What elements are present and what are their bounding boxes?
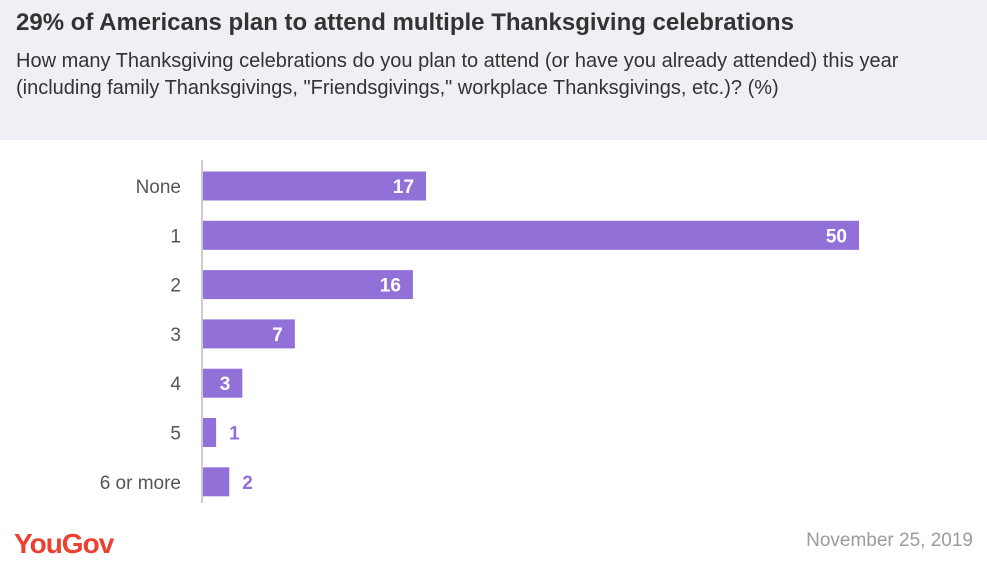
bar [203, 319, 295, 349]
bar [203, 171, 427, 201]
category-label: None [136, 177, 181, 198]
bar-value-label: 16 [380, 276, 401, 297]
chart-title: 29% of Americans plan to attend multiple… [16, 9, 794, 36]
bar-value-label: 7 [272, 325, 283, 346]
category-label: 2 [170, 276, 181, 297]
category-label: 6 or more [100, 473, 181, 494]
category-label: 3 [170, 325, 181, 346]
category-label: 5 [170, 424, 181, 445]
bar [203, 270, 413, 300]
bar [203, 368, 243, 398]
publish-date: November 25, 2019 [806, 530, 973, 551]
bar-value-label: 50 [826, 226, 847, 247]
bar-value-label: 1 [229, 424, 240, 445]
bar-value-label: 3 [220, 374, 231, 395]
bar-value-label: 17 [393, 177, 414, 198]
header-band: 29% of Americans plan to attend multiple… [0, 0, 987, 140]
bar [203, 467, 230, 497]
category-label: 1 [170, 226, 181, 247]
bar-value-label: 2 [242, 473, 253, 494]
bar [203, 220, 859, 250]
category-label: 4 [170, 374, 181, 395]
bar [203, 418, 217, 447]
yougov-logo: YouGov [14, 528, 114, 559]
chart-subtitle: How many Thanksgiving celebrations do yo… [16, 50, 899, 99]
